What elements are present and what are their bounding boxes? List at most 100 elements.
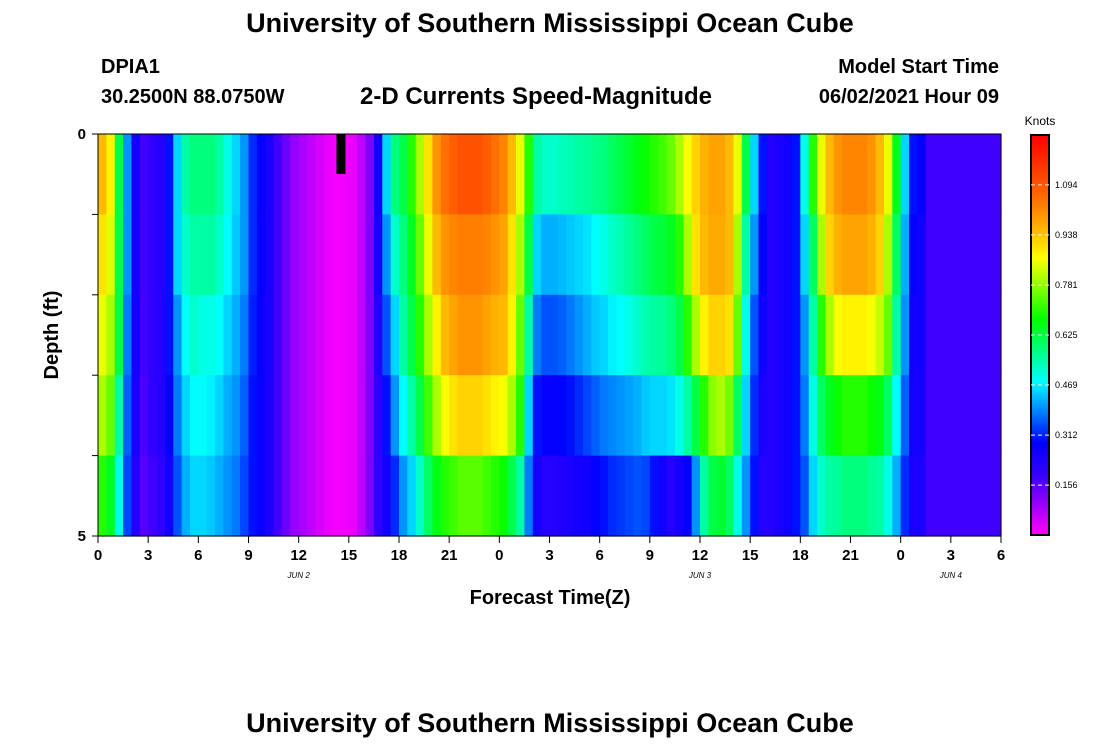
heatmap-cell bbox=[624, 294, 634, 376]
x-tick-label: 9 bbox=[244, 547, 252, 564]
heatmap-cell bbox=[281, 455, 291, 537]
heatmap-cell bbox=[490, 375, 500, 457]
heatmap-cell bbox=[390, 455, 400, 537]
heatmap-cell bbox=[909, 214, 918, 296]
heatmap-cell bbox=[382, 294, 392, 376]
x-axis-label: Forecast Time(Z) bbox=[470, 587, 631, 609]
heatmap-cell bbox=[298, 294, 308, 376]
heatmap-cell bbox=[507, 134, 517, 215]
heatmap-cell bbox=[867, 455, 877, 537]
heatmap-cell bbox=[290, 375, 300, 457]
heatmap-cell bbox=[766, 134, 776, 215]
heatmap-cell bbox=[449, 134, 459, 215]
heatmap-cell bbox=[181, 375, 191, 457]
heatmap-cell bbox=[666, 134, 676, 215]
heatmap-cell bbox=[516, 455, 526, 537]
heatmap-cell bbox=[591, 214, 601, 296]
heatmap-cell bbox=[750, 375, 760, 457]
heatmap-cell bbox=[373, 134, 383, 215]
heatmap-cell bbox=[490, 214, 500, 296]
heatmap-cell bbox=[557, 455, 567, 537]
heatmap-cell bbox=[290, 294, 300, 376]
heatmap-cell bbox=[524, 214, 534, 296]
heatmap-cell bbox=[139, 294, 149, 376]
heatmap-cell bbox=[842, 134, 852, 215]
heatmap-cell bbox=[917, 214, 927, 296]
heatmap-cell bbox=[549, 375, 559, 457]
heatmap-cell bbox=[700, 214, 709, 296]
heatmap-cell bbox=[633, 375, 643, 457]
heatmap-cell bbox=[432, 375, 442, 457]
heatmap-cell bbox=[474, 294, 484, 376]
heatmap-cell bbox=[265, 294, 275, 376]
colorbar-tick-label: 0.781 bbox=[1055, 280, 1078, 290]
heatmap-cell bbox=[708, 134, 718, 215]
heatmap-cell bbox=[641, 214, 651, 296]
heatmap-cell bbox=[599, 375, 609, 457]
heatmap-cell bbox=[591, 455, 601, 537]
heatmap-cell bbox=[842, 214, 852, 296]
heatmap-cell bbox=[700, 294, 709, 376]
heatmap-cell bbox=[892, 455, 902, 537]
heatmap-cell bbox=[892, 214, 902, 296]
heatmap-cell bbox=[206, 294, 216, 376]
heatmap-cell bbox=[189, 214, 199, 296]
heatmap-cell bbox=[549, 214, 559, 296]
heatmap-cell bbox=[432, 214, 442, 296]
heatmap-cell bbox=[725, 214, 735, 296]
heatmap-cell bbox=[875, 375, 885, 457]
x-tick-label: 3 bbox=[144, 547, 152, 564]
heatmap-cell bbox=[432, 455, 442, 537]
heatmap-cell bbox=[223, 214, 233, 296]
heatmap-cell bbox=[725, 134, 735, 215]
heatmap-cell bbox=[457, 134, 467, 215]
heatmap-cell bbox=[499, 455, 509, 537]
heatmap-cell bbox=[825, 214, 835, 296]
heatmap-cell bbox=[800, 375, 810, 457]
heatmap-cell bbox=[599, 134, 609, 215]
heatmap-cell bbox=[465, 134, 475, 215]
heatmap-cell bbox=[741, 294, 751, 376]
heatmap-cell bbox=[875, 294, 885, 376]
heatmap-cell bbox=[875, 455, 885, 537]
heatmap-cell bbox=[716, 455, 726, 537]
heatmap-cell bbox=[909, 455, 918, 537]
heatmap-cell bbox=[791, 134, 801, 215]
heatmap-cell bbox=[123, 455, 133, 537]
heatmap-cell bbox=[415, 134, 425, 215]
heatmap-cell bbox=[256, 455, 266, 537]
heatmap-cell bbox=[917, 294, 927, 376]
heatmap-cell bbox=[917, 134, 927, 215]
heatmap-cell bbox=[574, 455, 584, 537]
heatmap-cell bbox=[775, 455, 785, 537]
heatmap-cell bbox=[198, 294, 208, 376]
heatmap-cell bbox=[524, 134, 534, 215]
heatmap-cell bbox=[348, 455, 358, 537]
heatmap-cell bbox=[599, 294, 609, 376]
heatmap-cell bbox=[248, 375, 258, 457]
heatmap-cell bbox=[616, 455, 626, 537]
heatmap-cell bbox=[633, 294, 643, 376]
heatmap-cell bbox=[164, 134, 174, 215]
heatmap-cell bbox=[181, 214, 191, 296]
x-tick-label: 15 bbox=[340, 547, 357, 564]
heatmap-cell bbox=[833, 455, 843, 537]
colorbar-tick-label: 0.625 bbox=[1055, 330, 1078, 340]
colorbar-title: Knots bbox=[1025, 114, 1056, 128]
heatmap-cell bbox=[733, 375, 743, 457]
heatmap-cell bbox=[758, 455, 768, 537]
heatmap-cell bbox=[532, 294, 542, 376]
heatmap-cell bbox=[775, 375, 785, 457]
heatmap-cell bbox=[482, 214, 492, 296]
heatmap-cell bbox=[541, 294, 551, 376]
heatmap-cell bbox=[566, 294, 576, 376]
heatmap-cell bbox=[198, 375, 208, 457]
heatmap-cell bbox=[390, 134, 400, 215]
heatmap-cell bbox=[231, 375, 241, 457]
heatmap-cell bbox=[591, 134, 601, 215]
heatmap-cell bbox=[574, 375, 584, 457]
heatmap-cell bbox=[399, 455, 408, 537]
heatmap-cell bbox=[114, 134, 124, 215]
x-tick-label: 6 bbox=[997, 547, 1005, 564]
heatmap-cell bbox=[139, 214, 149, 296]
